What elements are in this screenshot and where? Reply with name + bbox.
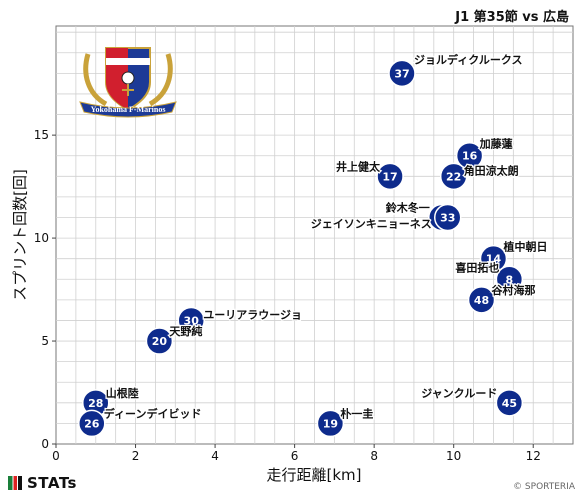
x-tick-label: 0 (52, 449, 60, 463)
data-points: 37ジョルディクルークス16加藤蓮17井上健太22角田涼太朗25鈴木冬一33ジェ… (78, 51, 549, 438)
y-tick-label: 5 (41, 334, 49, 348)
stats-logo-icon (8, 476, 22, 490)
point-number: 22 (446, 170, 461, 183)
x-tick-label: 10 (446, 449, 461, 463)
stats-brand: STATs (8, 474, 77, 492)
point-marker (439, 162, 468, 191)
point-number: 37 (394, 67, 409, 80)
player-point-33: 33 ジェイソンキニョーネス (309, 203, 462, 232)
point-number: 28 (88, 397, 103, 410)
player-point-22: 22 角田涼太朗 (439, 162, 520, 191)
point-marker (495, 265, 524, 294)
brand-text: STATs (27, 474, 77, 492)
point-marker (455, 141, 484, 170)
point-label: 植中朝日 (502, 240, 547, 254)
y-tick-label: 10 (34, 231, 49, 245)
point-number: 16 (462, 150, 478, 163)
point-number: 20 (152, 335, 168, 348)
point-label: ディーンデイビッド (104, 406, 202, 420)
point-label: 朴一圭 (340, 406, 373, 420)
point-marker (495, 389, 524, 417)
point-label: 加藤蓮 (479, 137, 513, 151)
x-tick-label: 8 (370, 449, 378, 463)
point-label: 山根陸 (106, 386, 139, 400)
x-tick-label: 4 (211, 449, 219, 463)
x-tick-label: 6 (291, 449, 299, 463)
point-marker (316, 409, 345, 438)
point-marker (467, 286, 496, 314)
credit-text: © SPORTERIA (513, 482, 575, 492)
player-point-8: 8 喜田拓也 (454, 259, 524, 294)
point-marker (388, 59, 416, 88)
point-marker (479, 244, 508, 273)
player-point-26: 26 ディーンデイビッド (78, 405, 203, 438)
point-label: 天野純 (169, 324, 202, 338)
logo-text: Yokohama F-Marinos (91, 105, 166, 114)
player-point-37: 37 ジョルディクルークス (388, 51, 524, 88)
point-number: 45 (502, 397, 517, 410)
point-label: 喜田拓也 (455, 260, 499, 274)
point-label: ジャンクルード (421, 387, 497, 400)
point-marker (177, 306, 205, 335)
y-tick-label: 15 (34, 128, 49, 142)
point-marker (78, 409, 106, 438)
y-tick-label: 0 (41, 437, 49, 451)
point-number: 14 (486, 253, 502, 266)
point-label: 谷村海那 (492, 283, 536, 297)
x-tick-label: 12 (526, 449, 541, 463)
point-label: 角田涼太朗 (464, 163, 519, 177)
player-point-45: 45 ジャンクルード (420, 386, 524, 417)
point-label: 井上健太 (336, 159, 381, 173)
point-number: 17 (382, 170, 397, 183)
point-number: 48 (474, 294, 489, 307)
point-label: 鈴木冬一 (386, 200, 430, 214)
x-tick-label: 2 (132, 449, 140, 463)
point-marker (145, 327, 174, 355)
point-number: 19 (323, 417, 338, 430)
point-number: 26 (84, 417, 100, 430)
point-marker (376, 162, 404, 191)
point-label: ジョルディクルークス (414, 52, 523, 66)
yokohama-f-marinos-crest-icon: Yokohama F-Marinos (79, 47, 177, 118)
y-axis-label: スプリント回数[回] (11, 169, 29, 301)
point-number: 33 (440, 211, 455, 224)
point-label: ユーリアラウージョ (203, 308, 302, 321)
point-label: ジェイソンキニョーネス (311, 217, 432, 230)
point-number: 8 (506, 273, 514, 286)
match-title: J1 第35節 vs 広島 (455, 10, 569, 25)
axis-ticks: 0 2 4 6 8 10 12 0 5 10 15 (34, 128, 541, 463)
x-axis-label: 走行距離[km] (266, 466, 361, 484)
point-number: 30 (184, 314, 200, 327)
point-marker (433, 203, 462, 232)
player-point-30: 30 ユーリアラウージョ (177, 306, 303, 335)
